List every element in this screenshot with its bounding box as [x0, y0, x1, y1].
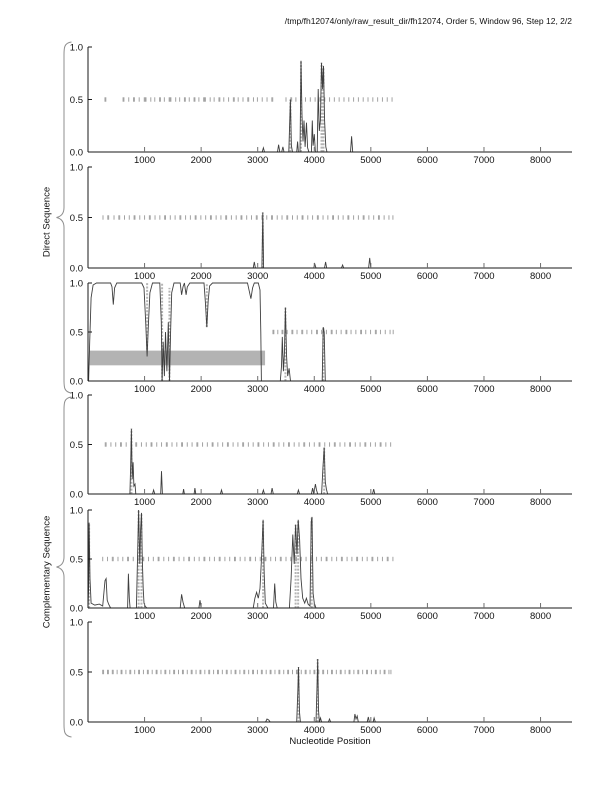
x-tick-label: 8000: [530, 384, 551, 395]
y-tick-label: 0.5: [70, 440, 83, 451]
x-tick-label: 2000: [191, 271, 212, 282]
x-tick-label: 6000: [417, 611, 438, 622]
complementary-sequence-brace: [56, 396, 72, 738]
subplot-direct-frame-2: 0.0 0.5 1.0 1000 2000 3000 4000 5000 6000 7000 800…: [70, 163, 572, 282]
probability-curve: [87, 509, 572, 609]
x-tick-label: 3000: [247, 384, 268, 395]
x-tick-label: 7000: [473, 271, 494, 282]
direct-sequence-brace: [56, 41, 72, 394]
x-tick-label: 3000: [247, 497, 268, 508]
x-tick-label: 1000: [134, 497, 155, 508]
probability-curve: [88, 282, 572, 382]
y-tick-label: 0.5: [70, 668, 83, 679]
x-tick-label: 1000: [134, 611, 155, 622]
x-tick-label: 8000: [530, 611, 551, 622]
y-tick-label: 0.0: [70, 490, 83, 501]
y-tick-label: 0.5: [70, 555, 83, 566]
x-tick-label: 6000: [417, 271, 438, 282]
y-tick-label: 0.5: [70, 213, 83, 224]
x-tick-label: 2000: [191, 611, 212, 622]
subplot-complementary-frame-3: 0.0 0.5 1.0 1000 2000 3000 4000 5000 6000 7000 800…: [70, 618, 572, 736]
x-tick-label: 3000: [247, 611, 268, 622]
x-tick-label: 4000: [304, 497, 325, 508]
x-tick-label: 3000: [247, 725, 268, 736]
x-tick-label: 5000: [360, 271, 381, 282]
subplot-direct-frame-3: 0.0 0.5 1.0 1000 2000 3000 4000 5000 6000 7000 800…: [70, 279, 572, 395]
y-tick-label: 1.0: [70, 163, 83, 174]
y-tick-label: 0.0: [70, 377, 83, 388]
y-tick-label: 0.0: [70, 148, 83, 159]
x-tick-label: 6000: [417, 497, 438, 508]
x-tick-label: 5000: [360, 725, 381, 736]
x-tick-label: 4000: [304, 384, 325, 395]
y-tick-label: 1.0: [70, 391, 83, 402]
y-tick-label: 0.0: [70, 604, 83, 615]
x-tick-label: 5000: [360, 384, 381, 395]
x-tick-label: 2000: [191, 384, 212, 395]
x-tick-label: 6000: [417, 155, 438, 166]
y-tick-label: 1.0: [70, 506, 83, 517]
x-tick-label: 6000: [417, 725, 438, 736]
probability-curve: [88, 212, 572, 269]
y-tick-label: 0.0: [70, 264, 83, 275]
x-tick-label: 1000: [134, 271, 155, 282]
x-tick-label: 3000: [247, 271, 268, 282]
x-tick-label: 2000: [191, 497, 212, 508]
x-tick-label: 1000: [134, 384, 155, 395]
subplot-complementary-frame-2: 0.0 0.5 1.0 1000 2000 3000 4000 5000 6000 7000 800…: [70, 506, 572, 622]
probability-curve: [88, 60, 572, 153]
x-tick-label: 5000: [360, 155, 381, 166]
predicted-gene-band: [89, 350, 266, 366]
x-tick-label: 4000: [304, 155, 325, 166]
x-tick-label: 4000: [304, 271, 325, 282]
x-tick-label: 7000: [473, 497, 494, 508]
x-tick-label: 3000: [247, 155, 268, 166]
x-tick-label: 5000: [360, 497, 381, 508]
y-tick-label: 1.0: [70, 43, 83, 54]
x-tick-label: 7000: [473, 384, 494, 395]
subplot-direct-frame-1: 0.0 0.5 1.0 1000 2000 3000 4000 5000 6000 7000 800…: [70, 43, 572, 166]
x-tick-label: 4000: [304, 725, 325, 736]
x-tick-label: 5000: [360, 611, 381, 622]
x-tick-label: 2000: [191, 725, 212, 736]
x-tick-label: 1000: [134, 155, 155, 166]
subplot-complementary-frame-1: 0.0 0.5 1.0 1000 2000 3000 4000 5000 6000 7000 800…: [70, 391, 572, 508]
x-tick-label: 7000: [473, 155, 494, 166]
y-tick-label: 0.5: [70, 328, 83, 339]
figure-title: /tmp/fh12074/only/raw_result_dir/fh12074…: [284, 16, 572, 26]
x-tick-label: 8000: [530, 155, 551, 166]
x-tick-label: 8000: [530, 271, 551, 282]
x-tick-label: 6000: [417, 384, 438, 395]
x-tick-label: 7000: [473, 611, 494, 622]
y-tick-label: 1.0: [70, 279, 83, 290]
x-tick-label: 2000: [191, 155, 212, 166]
direct-sequence-label-text: Direct Sequence: [41, 186, 53, 258]
y-tick-label: 0.0: [70, 718, 83, 729]
x-tick-label: 1000: [134, 725, 155, 736]
x-tick-label: 8000: [530, 497, 551, 508]
y-tick-label: 0.5: [70, 95, 83, 106]
y-tick-label: 1.0: [70, 618, 83, 629]
x-axis-title: Nucleotide Position: [289, 736, 371, 747]
x-tick-label: 8000: [530, 725, 551, 736]
complementary-sequence-label-text: Complementary Sequence: [41, 515, 53, 629]
x-tick-label: 4000: [304, 611, 325, 622]
probability-curve: [88, 428, 572, 495]
x-tick-label: 7000: [473, 725, 494, 736]
probability-curve: [88, 658, 572, 723]
